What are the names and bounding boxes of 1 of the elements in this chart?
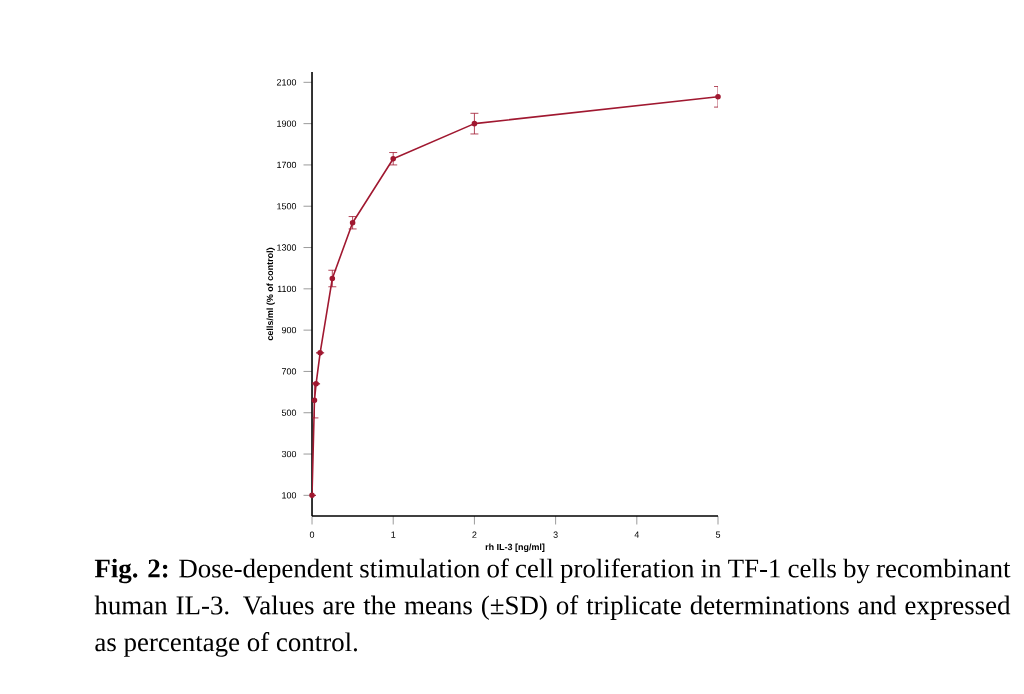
text: Fig. 2: Dose-dependent stimulation of cell proliferation in TF-1 cells by recombinant human IL-3. Values are the means (±SD) of triplicate determinations and expressed as percentage of control. [94,558,1011,657]
